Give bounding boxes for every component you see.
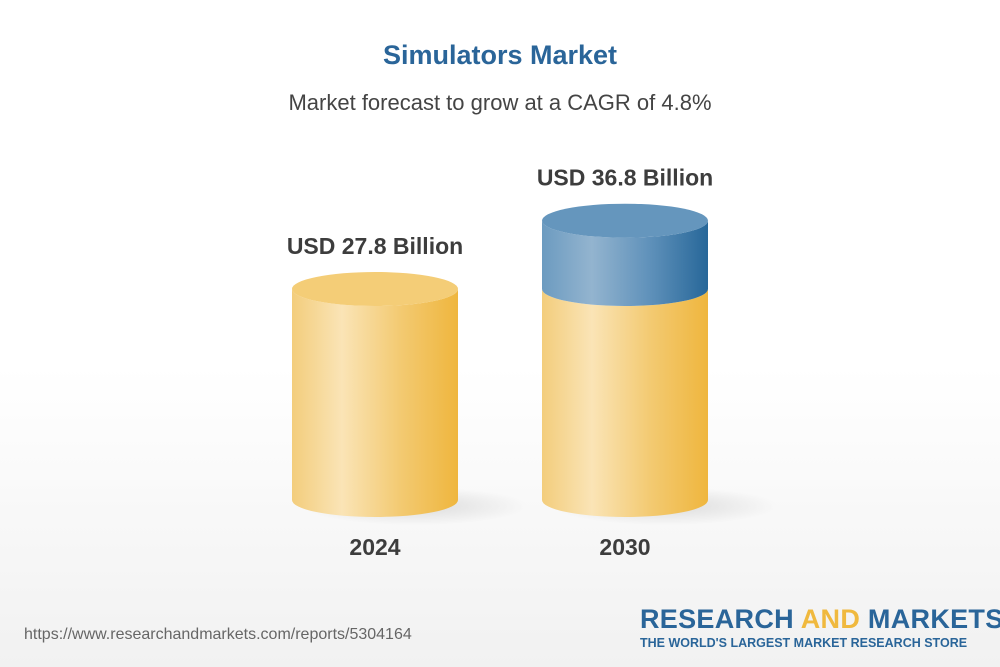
logo-text-markets: MARKETS — [860, 604, 1000, 634]
cylinder-chart: USD 27.8 Billion 2024 USD 36.8 Billion 2030 — [287, 165, 778, 560]
chart-subtitle: Market forecast to grow at a CAGR of 4.8… — [288, 90, 712, 115]
data-label-2030: USD 36.8 Billion — [537, 165, 713, 191]
bar-2024-base — [292, 289, 458, 517]
logo-tagline: THE WORLD'S LARGEST MARKET RESEARCH STOR… — [640, 636, 968, 650]
category-label-2030: 2030 — [599, 534, 650, 560]
logo-text-research: RESEARCH — [640, 604, 801, 634]
category-label-2024: 2024 — [349, 534, 400, 560]
bar-2030-top — [542, 203, 708, 238]
bar-2024-top — [292, 272, 458, 306]
chart-title: Simulators Market — [382, 40, 618, 70]
bar-2030-base — [542, 289, 708, 517]
logo-text-and: AND — [800, 604, 861, 634]
source-url[interactable]: https://www.researchandmarkets.com/repor… — [24, 626, 412, 643]
data-label-2024: USD 27.8 Billion — [287, 233, 463, 259]
bar-2030-growth — [542, 220, 708, 306]
brand-logo: RESEARCH AND MARKETS THE WORLD'S LARGEST… — [640, 604, 1000, 650]
